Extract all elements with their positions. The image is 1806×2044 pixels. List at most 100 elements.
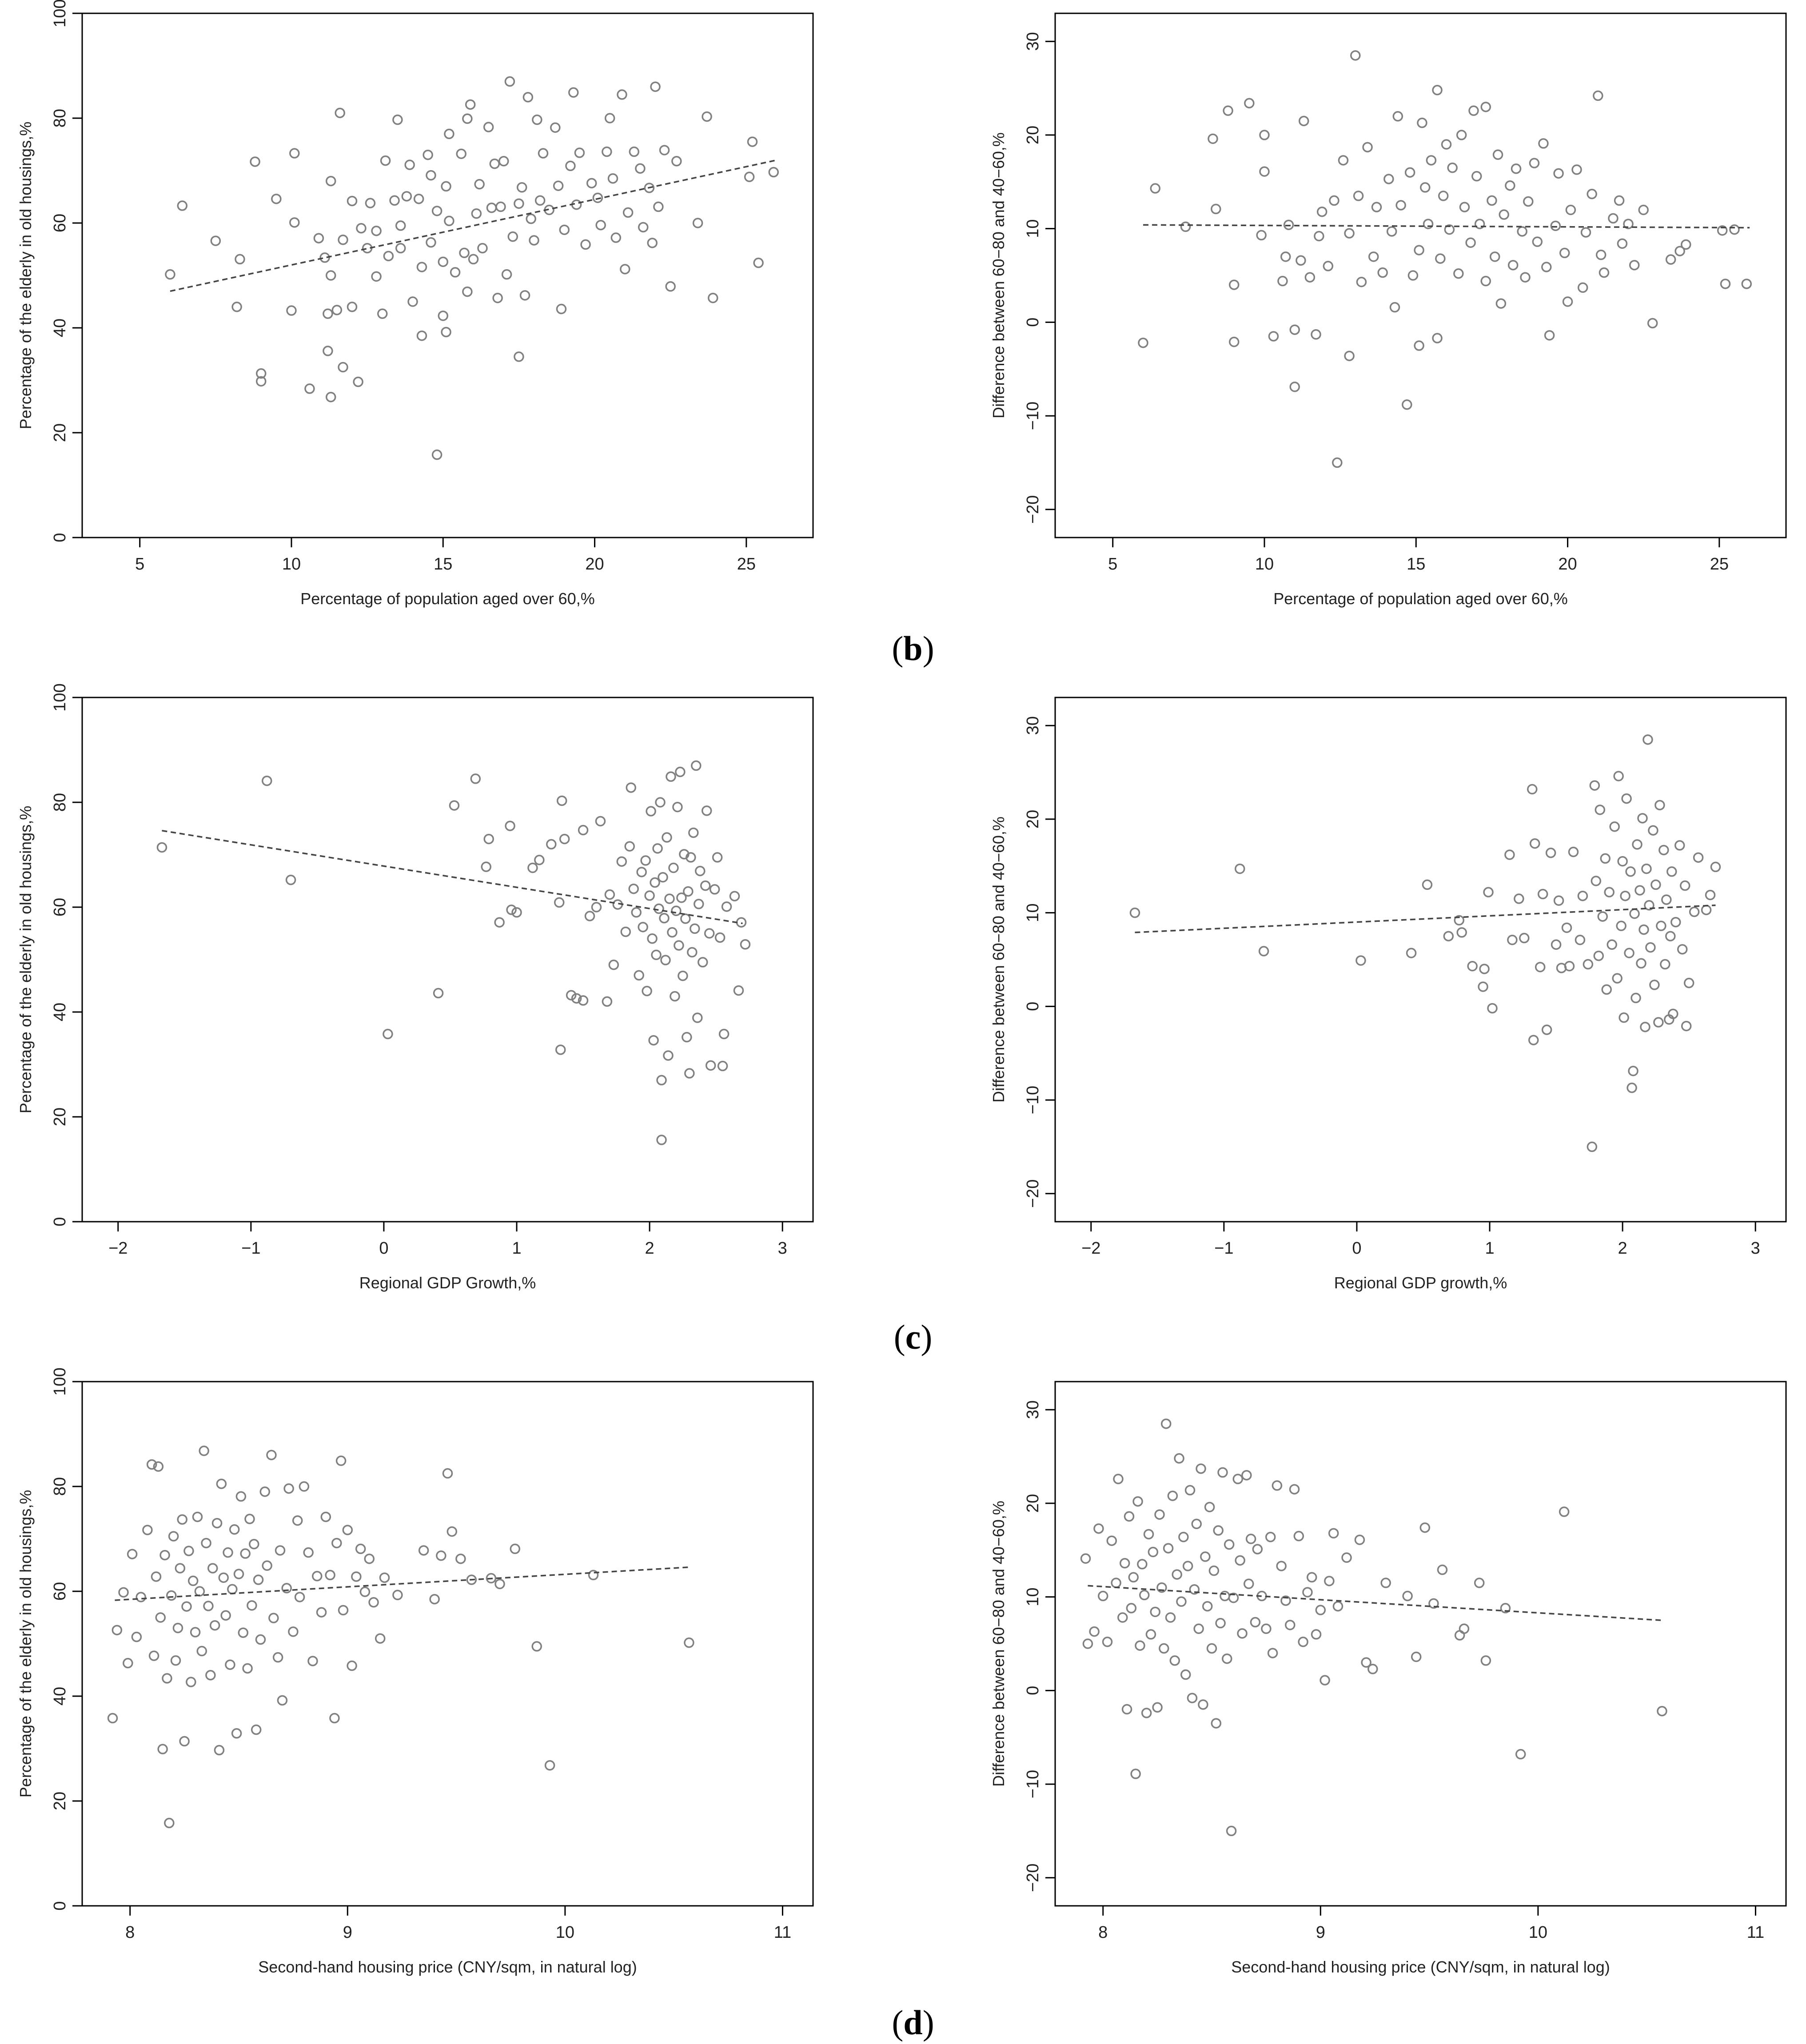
data-point (604, 889, 615, 900)
data-point (698, 957, 708, 968)
data-point (700, 880, 711, 891)
data-point (740, 939, 751, 950)
x-tick-label: −1 (1214, 1239, 1233, 1258)
data-point (1551, 939, 1562, 950)
data-point (1259, 130, 1270, 140)
data-point (651, 949, 662, 960)
y-tick-label: 20 (1024, 126, 1042, 144)
data-point (1265, 1532, 1276, 1542)
data-point (1595, 249, 1607, 260)
data-point (131, 1631, 142, 1642)
data-point (1535, 962, 1546, 972)
data-point (1553, 895, 1564, 906)
y-tick-label: 60 (51, 898, 69, 916)
data-point (729, 891, 740, 901)
data-point (377, 308, 388, 319)
data-point (1631, 992, 1641, 1004)
data-point (1089, 1626, 1100, 1637)
data-point (342, 1525, 353, 1535)
data-point (1507, 260, 1519, 271)
data-point (1437, 1564, 1448, 1575)
data-point (1407, 270, 1419, 281)
y-tick-label: 10 (1024, 904, 1042, 922)
data-point (559, 833, 570, 845)
data-point (329, 1713, 340, 1724)
data-point (1625, 866, 1636, 877)
data-point (1267, 1648, 1278, 1658)
data-point (235, 1491, 247, 1502)
data-point (501, 269, 512, 280)
data-point (229, 1524, 240, 1535)
data-point (620, 264, 630, 275)
data-point (1383, 174, 1394, 184)
data-point (1639, 924, 1649, 935)
data-point (638, 222, 649, 233)
plot-frame (81, 1381, 814, 1907)
data-point (1160, 1418, 1172, 1429)
data-point (196, 1646, 207, 1657)
scatter-series (1129, 734, 1721, 1152)
data-point (1561, 922, 1572, 933)
data-point (514, 198, 524, 209)
data-point (285, 874, 296, 885)
data-point (672, 801, 683, 813)
data-point (556, 795, 567, 806)
data-point (1252, 1544, 1263, 1554)
data-point (1681, 1020, 1692, 1032)
data-point (207, 1563, 218, 1574)
data-point (1130, 1769, 1141, 1779)
data-point (1454, 915, 1464, 926)
data-point (514, 351, 524, 362)
x-tick-label: 3 (778, 1239, 787, 1258)
data-point (1180, 221, 1191, 232)
data-point (1320, 1675, 1330, 1685)
data-point (708, 292, 718, 303)
data-point (1329, 195, 1340, 206)
data-point (462, 113, 473, 124)
data-point (323, 308, 333, 319)
data-point (486, 203, 497, 213)
data-point (1189, 1584, 1200, 1595)
data-point (578, 825, 589, 836)
data-point (1117, 1612, 1128, 1623)
data-point (379, 1572, 390, 1583)
x-tick-label: 8 (1098, 1923, 1108, 1942)
data-point (456, 148, 466, 159)
data-point (151, 1571, 162, 1582)
data-point (1402, 1590, 1413, 1602)
y-tick-label: 80 (51, 1477, 69, 1496)
data-point (1414, 245, 1424, 255)
data-point (1637, 813, 1648, 824)
data-point (1224, 1539, 1235, 1550)
data-point (253, 1574, 264, 1585)
data-point (438, 256, 449, 267)
data-point (299, 1481, 310, 1492)
data-point (481, 861, 491, 872)
data-point (1163, 1543, 1174, 1554)
data-point (155, 1612, 166, 1623)
data-point (647, 933, 658, 944)
data-point (1550, 220, 1561, 231)
data-point (1613, 771, 1624, 781)
data-point (1689, 906, 1700, 917)
data-point (736, 917, 747, 928)
data-point (1529, 838, 1540, 849)
data-point (709, 884, 720, 895)
y-tick-label: 10 (1024, 219, 1042, 238)
plot-frame (81, 12, 814, 538)
y-tick-label: 80 (51, 109, 69, 128)
data-point (688, 827, 699, 838)
x-axis-label: Regional GDP Growth,% (359, 1274, 536, 1292)
data-point (668, 862, 679, 873)
data-point (1193, 1623, 1204, 1634)
data-point (1289, 324, 1300, 335)
data-point (1106, 1535, 1117, 1546)
data-point (1599, 267, 1610, 278)
x-tick-label: 10 (282, 555, 301, 574)
data-point (705, 1060, 716, 1071)
data-point (218, 1572, 229, 1583)
data-point (658, 872, 668, 883)
data-point (1577, 890, 1588, 901)
y-tick-label: 60 (51, 214, 69, 232)
